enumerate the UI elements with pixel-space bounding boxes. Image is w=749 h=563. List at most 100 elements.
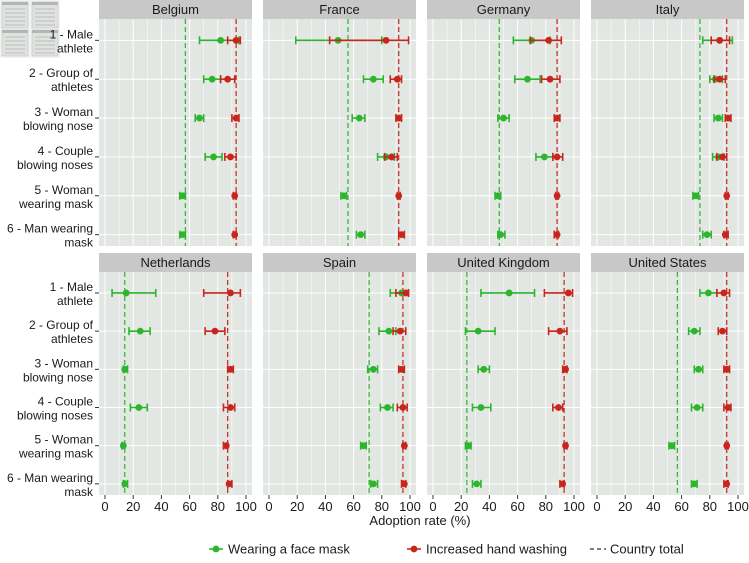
legend-item: Country total	[590, 542, 684, 557]
hand-point	[720, 289, 728, 297]
hand-point	[719, 327, 726, 335]
x-tick-label: 40	[482, 499, 496, 514]
mask-point	[355, 114, 363, 122]
mask-point	[119, 442, 127, 450]
y-tick-label: 2 - Group of athletes	[29, 66, 94, 94]
mask-point	[217, 36, 225, 44]
panel-united-states: United States	[591, 253, 744, 495]
x-tick-label: 60	[346, 499, 360, 514]
hand-point	[400, 480, 408, 488]
legend-item: Wearing a face mask	[209, 542, 350, 557]
hand-point	[556, 327, 564, 335]
y-tick-label: 4 - Couple blowing noses	[17, 144, 93, 172]
hand-point	[723, 442, 731, 450]
hand-point	[224, 75, 232, 83]
hand-point	[716, 36, 724, 44]
x-tick-label: 100	[399, 499, 421, 514]
panel-title: United Kingdom	[457, 255, 550, 270]
x-tick-label: 100	[727, 499, 749, 514]
mask-point	[208, 75, 216, 83]
mask-point	[179, 231, 186, 239]
panel-united-kingdom: United Kingdom	[427, 253, 580, 495]
hand-point	[231, 231, 239, 239]
mask-point	[690, 327, 698, 335]
panel-title: Belgium	[152, 2, 199, 17]
hand-point	[398, 365, 405, 373]
hand-point	[227, 289, 234, 297]
x-tick-label: 40	[318, 499, 332, 514]
hand-point	[395, 114, 403, 122]
x-tick-label: 60	[510, 499, 524, 514]
hand-point	[553, 153, 561, 161]
mask-point	[179, 192, 186, 200]
panel-strip	[427, 0, 580, 19]
hand-point	[388, 153, 396, 161]
hand-point	[562, 442, 569, 450]
x-tick-label: 60	[182, 499, 196, 514]
mask-point	[505, 289, 513, 297]
panel-strip	[591, 0, 744, 19]
hand-point	[398, 231, 405, 239]
y-tick-label: 3 - Woman blowing nose	[23, 105, 93, 133]
mask-point	[668, 442, 676, 450]
hand-point	[724, 404, 732, 411]
panel-title: United States	[628, 255, 707, 270]
hand-point	[393, 75, 401, 83]
hand-point	[564, 289, 572, 297]
mask-point	[369, 75, 377, 83]
y-tick-label: 2 - Group of athletes	[29, 318, 94, 346]
y-tick-label: 1 - Male athlete	[50, 27, 94, 55]
x-tick-label: 20	[454, 499, 468, 514]
panel-strip	[99, 0, 252, 19]
mask-point	[500, 114, 507, 122]
panel-france: France	[263, 0, 416, 246]
hand-point	[553, 192, 561, 200]
mask-point	[714, 114, 722, 122]
hand-point	[211, 327, 219, 335]
mask-point	[480, 365, 488, 373]
hand-point	[559, 480, 567, 488]
hand-point	[555, 404, 562, 411]
x-tick-label: 20	[618, 499, 632, 514]
mask-point	[474, 327, 482, 335]
y-tick-label: 6 - Man wearing mask	[7, 222, 94, 250]
hand-point	[402, 289, 410, 297]
x-tick-label: 20	[290, 499, 304, 514]
mask-point	[357, 231, 365, 239]
hand-point	[719, 153, 726, 161]
thumbnail-inset	[0, 0, 60, 58]
panel-title: Italy	[656, 2, 680, 17]
legend-label: Wearing a face mask	[228, 542, 350, 557]
mask-point	[494, 192, 502, 200]
x-tick-label: 100	[563, 499, 585, 514]
hand-point	[399, 404, 407, 411]
thumbnail-panel	[31, 29, 59, 57]
hand-point	[231, 192, 239, 200]
facet-panels: Belgium France Germany Italy Netherlands Spai…	[99, 0, 744, 495]
mask-point	[693, 404, 701, 411]
legend-key-point	[212, 545, 220, 553]
hand-point	[724, 114, 732, 122]
mask-point	[210, 153, 217, 161]
mask-point	[464, 442, 472, 450]
hand-point	[225, 480, 233, 488]
hand-point	[562, 365, 569, 373]
legend-label: Increased hand washing	[426, 542, 567, 557]
hand-point	[723, 480, 731, 488]
hand-point	[546, 75, 554, 83]
hand-point	[553, 114, 561, 122]
panel-title: Germany	[477, 2, 531, 17]
mask-point	[340, 192, 348, 200]
y-tick-label: 1 - Male athlete	[50, 280, 94, 308]
x-tick-label: 100	[235, 499, 257, 514]
hand-point	[227, 153, 234, 161]
panel-spain: Spain	[263, 253, 416, 495]
thumbnail-panel	[1, 29, 29, 57]
x-tick-label: 0	[265, 499, 272, 514]
hand-point	[222, 442, 230, 450]
panel-strip	[263, 253, 416, 272]
x-tick-label: 40	[154, 499, 168, 514]
hand-point	[227, 365, 234, 373]
